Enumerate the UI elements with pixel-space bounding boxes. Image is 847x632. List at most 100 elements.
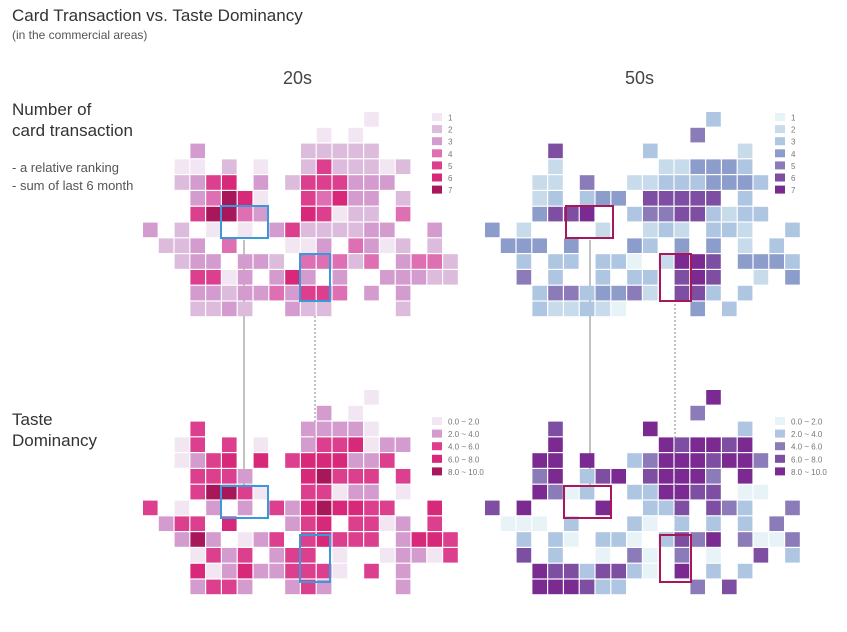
heatmap-cell [316,206,332,222]
heatmap-cell [595,222,611,238]
heatmap-cell [348,532,363,547]
heatmap-cell [643,191,658,206]
heatmap-cell [548,453,563,468]
heatmap-cell [643,285,658,301]
heatmap-cell [206,579,221,595]
heatmap-cell [690,175,705,190]
heatmap-cell [548,206,563,222]
chart-title: Card Transaction vs. Taste Dominancy [12,6,303,25]
heatmap-cell [190,579,205,595]
heatmap-cell [564,532,579,547]
heatmap-cell [301,421,316,437]
heatmap-cell [332,437,348,452]
heatmap-cell [674,453,690,468]
heatmap-cell [548,421,563,437]
heatmap-cell [206,175,221,190]
heatmap-cell [285,285,300,301]
heatmap-cell [301,484,316,500]
heatmap-cell [532,206,547,222]
heatmap-cell [674,469,690,484]
heatmap-cell [174,238,190,253]
heatmap-cell [753,532,769,547]
heatmap-cell [427,516,442,531]
heatmap-cell [316,175,332,190]
heatmap-cell [785,270,800,285]
heatmap-cell [516,548,532,563]
heatmap-cell [174,453,190,468]
heatmap-cell [690,127,705,143]
heatmap-cell [595,532,611,547]
heatmap-cell [443,532,458,547]
heatmap-cell [737,254,753,269]
heatmap-cell [643,222,658,238]
heatmap-cell [364,285,379,301]
heatmap-cell [785,254,800,269]
legend-label: 4 [791,150,796,159]
heatmap-cell [658,469,674,484]
heatmap-cell [316,285,332,301]
heatmap-cell [237,206,253,222]
heatmap-cell [364,238,379,253]
heatmap-cell [395,437,411,452]
heatmap-cell [332,206,348,222]
heatmap-cell [674,548,690,563]
legend-swatch [432,113,442,121]
heatmap-cell [332,484,348,500]
heatmap-cell [548,484,563,500]
heatmap-cell [690,301,705,317]
heatmap-cell [674,238,690,253]
heatmap-cell [253,254,269,269]
heatmap-cell [753,484,769,500]
heatmap-cell [395,532,411,547]
heatmap-cell [427,270,442,285]
heatmap-cell [674,437,690,452]
heatmap-cell [595,548,611,563]
heatmap-cell [222,270,237,285]
heatmap-cell [269,285,284,301]
heatmap-cell [706,390,721,405]
heatmap-cell [579,453,595,468]
legend-label: 2.0 ~ 4.0 [791,430,823,439]
heatmap-cell [737,159,753,174]
heatmap-cell [206,301,221,317]
heatmap-cell [411,270,427,285]
heatmap-cell [706,563,721,579]
heatmap-cell [658,254,674,269]
legend-swatch [432,442,442,451]
heatmap-cell [564,254,579,269]
heatmap-cell [316,437,332,452]
heatmap-cell [579,484,595,500]
heatmap-cell [706,500,721,516]
heatmap-cell [348,222,363,238]
heatmap-cell [690,270,705,285]
heatmap-cell [627,563,642,579]
heatmap-cell [532,453,547,468]
heatmap-taste-20s [143,390,458,595]
heatmap-cell [516,500,532,516]
heatmap-cell [222,159,237,174]
heatmap-cell [658,500,674,516]
heatmap-cell [301,222,316,238]
legend-label: 3 [791,138,796,147]
heatmap-cell [316,516,332,531]
legend-transaction-50s: 1 2 3 4 5 6 7 [775,113,796,195]
heatmap-cell [516,222,532,238]
heatmap-cell [206,270,221,285]
heatmap-cell [174,437,190,452]
heatmap-cell [737,191,753,206]
heatmap-cell [737,421,753,437]
legend-label: 7 [791,186,796,195]
heatmap-cell [301,159,316,174]
heatmap-cell [706,159,721,174]
heatmap-taste-50s [485,390,800,595]
heatmap-cell [237,285,253,301]
heatmap-cell [237,579,253,595]
heatmap-cell [595,301,611,317]
heatmap-cell [332,500,348,516]
heatmap-cell [611,301,626,317]
heatmap-cell [395,159,411,174]
heatmap-cell [737,500,753,516]
heatmap-cell [548,301,563,317]
legend-swatch [432,149,442,158]
heatmap-cell [190,421,205,437]
